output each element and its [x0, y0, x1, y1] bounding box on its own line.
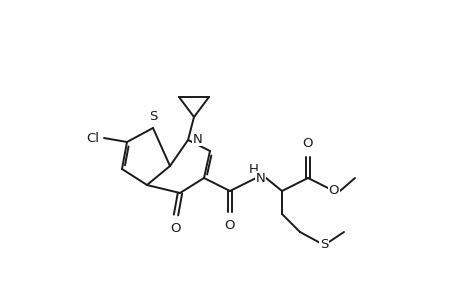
Text: N: N [256, 172, 265, 184]
Text: H: H [248, 163, 258, 176]
Text: Cl: Cl [86, 131, 99, 145]
Text: N: N [193, 133, 202, 146]
Text: S: S [149, 110, 157, 123]
Text: O: O [170, 222, 181, 235]
Text: O: O [224, 219, 235, 232]
Text: O: O [328, 184, 339, 197]
Text: S: S [319, 238, 327, 251]
Text: O: O [302, 137, 313, 150]
